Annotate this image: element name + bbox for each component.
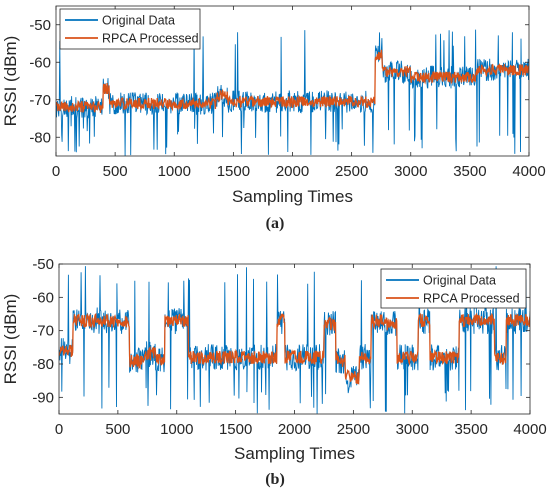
x-tick-label: 2000: [276, 163, 309, 180]
y-tick-label: -90: [32, 389, 54, 406]
x-tick-label: 1500: [219, 421, 252, 438]
x-tick-label: 2000: [278, 421, 311, 438]
x-tick-label: 500: [103, 163, 128, 180]
x-tick-label: 3500: [454, 421, 487, 438]
legend-label: RPCA Processed: [102, 32, 199, 46]
x-tick-label: 2500: [335, 163, 368, 180]
y-tick-label: -60: [32, 289, 54, 306]
panel-caption: (a): [266, 215, 285, 232]
legend: Original Data RPCA Processed: [59, 8, 201, 50]
x-tick-label: 4000: [513, 421, 546, 438]
x-tick-label: 3500: [453, 163, 486, 180]
x-axis-label: Sampling Times: [234, 444, 355, 463]
x-axis-label: Sampling Times: [232, 187, 353, 206]
x-tick-label: 1000: [158, 163, 191, 180]
x-tick-label: 3000: [396, 421, 429, 438]
legend-label: Original Data: [102, 14, 175, 28]
y-tick-label: -60: [29, 54, 51, 71]
x-tick-label: 0: [55, 421, 63, 438]
series-rpca-line: [56, 49, 529, 114]
panel-caption: (b): [265, 471, 285, 488]
chart-panel: 0 500 1000 1500 2000 2500 3000 3500 4000 -80 -70 -6…: [1, 5, 546, 232]
y-tick-label: -70: [32, 323, 54, 340]
y-axis-label: RSSI (dBm): [1, 36, 20, 127]
x-tick-label: 1000: [160, 421, 193, 438]
y-tick-label: -70: [29, 92, 51, 109]
y-tick-label: -80: [32, 356, 54, 373]
x-tick-label: 2500: [337, 421, 370, 438]
legend-box: [59, 8, 201, 50]
x-tick-label: 1500: [217, 163, 250, 180]
legend: Original Data RPCA Processed: [380, 268, 527, 309]
y-tick-label: -50: [32, 256, 54, 273]
y-tick-label: -80: [29, 129, 51, 146]
legend-box: [380, 268, 527, 309]
series-rpca-line: [59, 312, 530, 385]
x-tick-label: 3000: [394, 163, 427, 180]
legend-label: RPCA Processed: [423, 292, 520, 306]
x-tick-label: 0: [52, 163, 60, 180]
x-tick-label: 4000: [512, 163, 545, 180]
x-tick-label: 500: [105, 421, 130, 438]
legend-label: Original Data: [423, 274, 496, 288]
y-tick-label: -50: [29, 17, 51, 34]
y-axis-label: RSSI (dBm): [1, 294, 20, 385]
chart-panel: 0 500 1000 1500 2000 2500 3000 3500 4000 -90 -80 -7…: [1, 256, 547, 488]
